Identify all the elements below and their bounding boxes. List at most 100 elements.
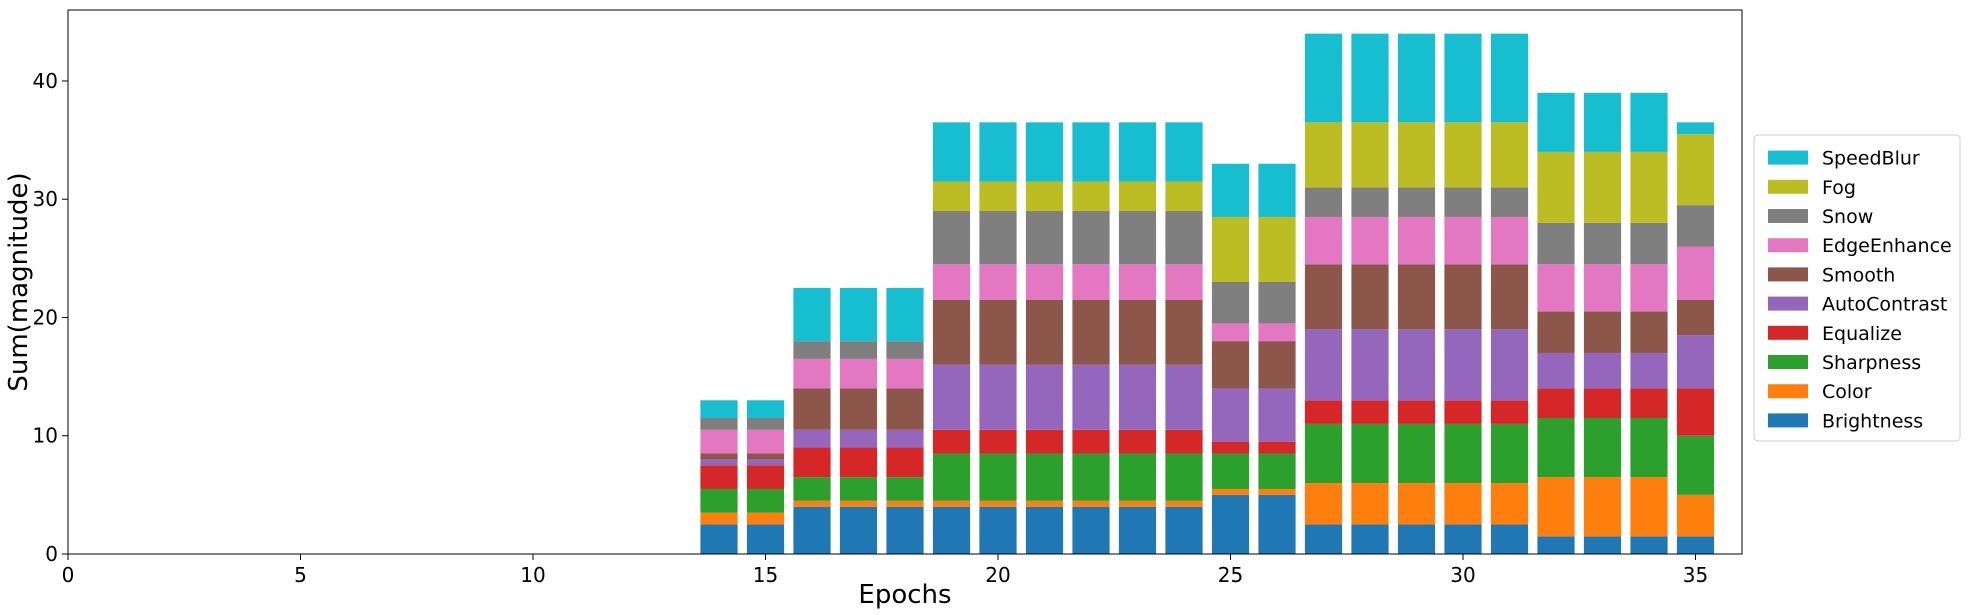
legend-label-smooth: Smooth	[1822, 264, 1895, 286]
bar-segment-equalize-epoch-18	[886, 447, 924, 478]
bar-segment-speedblur-epoch-31	[1490, 33, 1529, 123]
bar-segment-snow-epoch-27	[1304, 187, 1343, 217]
bar-segment-smooth-epoch-14	[700, 453, 738, 460]
bar-segment-fog-epoch-19	[932, 181, 971, 212]
bar-segment-autocontrast-epoch-15	[746, 459, 785, 466]
bar-segment-equalize-epoch-32	[1537, 388, 1575, 418]
bar-segment-sharpness-epoch-31	[1490, 423, 1529, 484]
bar-segment-speedblur-epoch-35	[1676, 122, 1715, 135]
bar-segment-equalize-epoch-14	[700, 465, 738, 489]
bar-segment-autocontrast-epoch-23	[1118, 364, 1157, 430]
bar-segment-equalize-epoch-35	[1676, 388, 1715, 436]
bar-segment-autocontrast-epoch-27	[1304, 329, 1343, 401]
legend-swatch-autocontrast	[1768, 296, 1808, 311]
y-tick-label: 0	[45, 542, 58, 566]
bar-segment-snow-epoch-33	[1583, 222, 1622, 265]
legend-label-fog: Fog	[1822, 177, 1856, 199]
bar-segment-autocontrast-epoch-31	[1490, 329, 1529, 401]
y-axis: 0 10 20 30 40	[33, 69, 68, 566]
bar-segment-autocontrast-epoch-28	[1351, 329, 1389, 401]
bar-segment-edgeenhance-epoch-32	[1537, 264, 1575, 312]
y-tick-label: 10	[33, 424, 58, 448]
bar-segment-color-epoch-24	[1165, 500, 1203, 507]
legend-swatch-snow	[1768, 209, 1808, 223]
bar-segment-sharpness-epoch-23	[1118, 453, 1157, 501]
bar-segment-autocontrast-epoch-32	[1537, 352, 1575, 389]
bar-segment-edgeenhance-epoch-28	[1351, 216, 1389, 265]
bar-segment-sharpness-epoch-29	[1397, 423, 1436, 484]
bar-segment-speedblur-epoch-32	[1537, 92, 1575, 152]
bar-segment-speedblur-epoch-28	[1351, 33, 1389, 123]
x-tick-label: 10	[520, 563, 545, 587]
bar-segment-speedblur-epoch-33	[1583, 92, 1622, 152]
bar-segment-edgeenhance-epoch-22	[1072, 264, 1110, 300]
x-tick-label: 30	[1450, 563, 1475, 587]
bar-segment-fog-epoch-33	[1583, 151, 1622, 223]
bar-segment-edgeenhance-epoch-30	[1444, 216, 1482, 265]
bar-segment-autocontrast-epoch-33	[1583, 352, 1622, 389]
bar-segment-color-epoch-35	[1676, 494, 1715, 537]
bar-segment-sharpness-epoch-30	[1444, 423, 1482, 484]
bar-segment-color-epoch-34	[1630, 477, 1668, 537]
bar-segment-fog-epoch-24	[1165, 181, 1203, 212]
bar-segment-speedblur-epoch-24	[1165, 122, 1203, 182]
bar-segment-brightness-epoch-16	[793, 506, 831, 554]
plot-frame	[67, 9, 1743, 555]
bar-segment-brightness-epoch-21	[1025, 506, 1064, 554]
bar-segment-smooth-epoch-35	[1676, 299, 1715, 336]
bar-segment-smooth-epoch-30	[1444, 264, 1482, 330]
bar-segment-brightness-epoch-20	[979, 506, 1017, 554]
bar-segment-snow-epoch-16	[793, 341, 831, 359]
bar-segment-smooth-epoch-26	[1258, 341, 1296, 389]
legend-swatch-speedblur	[1768, 150, 1808, 165]
x-tick-label: 0	[62, 563, 75, 587]
bar-segment-edgeenhance-epoch-25	[1211, 323, 1250, 342]
bar-segment-sharpness-epoch-28	[1351, 423, 1389, 484]
bar-segment-autocontrast-epoch-34	[1630, 352, 1668, 389]
bar-segment-speedblur-epoch-34	[1630, 92, 1668, 152]
bar-segment-snow-epoch-29	[1397, 187, 1436, 217]
bar-segment-smooth-epoch-15	[746, 453, 785, 460]
legend-label-snow: Snow	[1822, 206, 1873, 228]
bar-segment-sharpness-epoch-26	[1258, 453, 1296, 489]
bar-segment-color-epoch-29	[1397, 483, 1436, 525]
bar-segment-snow-epoch-18	[886, 341, 924, 359]
bar-segment-equalize-epoch-19	[932, 429, 971, 454]
bar-segment-fog-epoch-31	[1490, 122, 1529, 188]
bar-segment-edgeenhance-epoch-35	[1676, 246, 1715, 300]
bar-segment-speedblur-epoch-22	[1072, 122, 1110, 182]
bar-segment-edgeenhance-epoch-23	[1118, 264, 1157, 300]
bar-segment-sharpness-epoch-33	[1583, 418, 1622, 478]
bar-segment-snow-epoch-24	[1165, 211, 1203, 265]
bar-segment-edgeenhance-epoch-34	[1630, 264, 1668, 312]
bar-segment-smooth-epoch-16	[793, 388, 831, 430]
bar-segment-speedblur-epoch-20	[979, 122, 1017, 182]
bar-segment-color-epoch-19	[932, 500, 971, 507]
bar-segment-sharpness-epoch-17	[839, 477, 878, 501]
bar-segment-color-epoch-27	[1304, 483, 1343, 525]
bar-segment-edgeenhance-epoch-18	[886, 358, 924, 389]
bar-segment-equalize-epoch-31	[1490, 400, 1529, 424]
bar-segment-snow-epoch-14	[700, 418, 738, 430]
bar-segment-edgeenhance-epoch-19	[932, 264, 971, 300]
bar-segment-autocontrast-epoch-14	[700, 459, 738, 466]
bar-segment-autocontrast-epoch-16	[793, 429, 831, 448]
bar-segment-smooth-epoch-20	[979, 299, 1017, 365]
legend-swatch-fog	[1768, 179, 1808, 194]
bar-segment-fog-epoch-34	[1630, 151, 1668, 223]
bar-segment-edgeenhance-epoch-29	[1397, 216, 1436, 265]
bar-segment-autocontrast-epoch-20	[979, 364, 1017, 430]
bar-segment-snow-epoch-31	[1490, 187, 1529, 217]
bar-segment-speedblur-epoch-17	[839, 287, 878, 342]
bar-segment-equalize-epoch-15	[746, 465, 785, 489]
bar-segment-smooth-epoch-32	[1537, 311, 1575, 353]
bar-segment-color-epoch-14	[700, 512, 738, 525]
bar-segment-autocontrast-epoch-19	[932, 364, 971, 430]
bar-segment-autocontrast-epoch-18	[886, 429, 924, 448]
bar-segment-brightness-epoch-32	[1537, 536, 1575, 554]
bar-segment-smooth-epoch-34	[1630, 311, 1668, 353]
legend-label-speedblur: SpeedBlur	[1822, 148, 1920, 170]
bar-segment-smooth-epoch-18	[886, 388, 924, 430]
bar-segment-snow-epoch-26	[1258, 282, 1296, 324]
legend-label-brightness: Brightness	[1822, 410, 1923, 432]
